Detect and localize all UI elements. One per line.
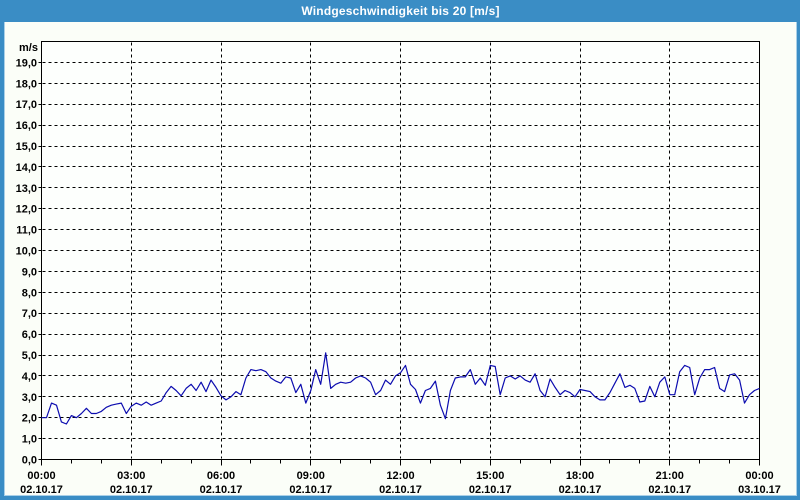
y-axis-label: 10,0 xyxy=(16,246,37,258)
chart-content: 19,0 18,0 17,0 16,0 15,0 14,0 13,0 12,0 11,0 10,0… xyxy=(4,22,797,496)
x-axis-time-label: 00:00 xyxy=(27,470,55,482)
y-axis-label: 15,0 xyxy=(16,141,37,153)
x-axis-time-label: 18:00 xyxy=(566,470,594,482)
y-axis-label: 3,0 xyxy=(22,392,37,404)
x-axis-time-label: 12:00 xyxy=(386,470,414,482)
y-axis-label: 12,0 xyxy=(16,204,37,216)
y-axis-label: 6,0 xyxy=(22,329,37,341)
y-axis-label: 0,0 xyxy=(22,455,37,467)
y-axis-label: 1,0 xyxy=(22,434,37,446)
x-axis-time-label: 15:00 xyxy=(476,470,504,482)
x-axis-date-label: 02.10.17 xyxy=(20,484,63,496)
y-axis-label: 2,0 xyxy=(22,413,37,425)
y-axis-label: 14,0 xyxy=(16,162,37,174)
y-axis-unit-label: m/s xyxy=(19,42,38,54)
x-axis-time-label: 03:00 xyxy=(117,470,145,482)
y-axis-label: 17,0 xyxy=(16,99,37,111)
x-axis-date-label: 03.10.17 xyxy=(738,484,781,496)
x-axis-time-label: 21:00 xyxy=(656,470,684,482)
y-axis-label: 5,0 xyxy=(22,350,37,362)
y-axis-label: 18,0 xyxy=(16,78,37,90)
chart-title: Windgeschwindigkeit bis 20 [m/s] xyxy=(301,4,500,18)
y-axis-label: 13,0 xyxy=(16,183,37,195)
x-axis-time-label: 00:00 xyxy=(745,470,773,482)
series-line xyxy=(41,352,760,425)
x-axis-time-label: 09:00 xyxy=(297,470,325,482)
y-axis-label: 7,0 xyxy=(22,308,37,320)
x-axis-date-label: 02.10.17 xyxy=(200,484,243,496)
x-axis-date-label: 02.10.17 xyxy=(110,484,153,496)
window-inner-frame xyxy=(4,22,797,496)
y-axis-label: 4,0 xyxy=(22,371,37,383)
y-axis-label: 11,0 xyxy=(16,225,37,237)
y-axis-label: 19,0 xyxy=(16,57,37,69)
x-axis-date-label: 02.10.17 xyxy=(559,484,602,496)
x-axis-time-label: 06:00 xyxy=(207,470,235,482)
wind-speed-chart: 19,0 18,0 17,0 16,0 15,0 14,0 13,0 12,0 11,0 10,0… xyxy=(4,22,797,496)
x-axis-date-label: 02.10.17 xyxy=(289,484,332,496)
y-axis-label: 16,0 xyxy=(16,120,37,132)
chart-title-bar: Windgeschwindigkeit bis 20 [m/s] xyxy=(4,0,797,22)
x-axis-date-label: 02.10.17 xyxy=(379,484,422,496)
x-axis-date-label: 02.10.17 xyxy=(648,484,691,496)
y-axis-label: 9,0 xyxy=(22,266,37,278)
x-axis-date-label: 02.10.17 xyxy=(469,484,512,496)
y-axis-label: 8,0 xyxy=(22,287,37,299)
